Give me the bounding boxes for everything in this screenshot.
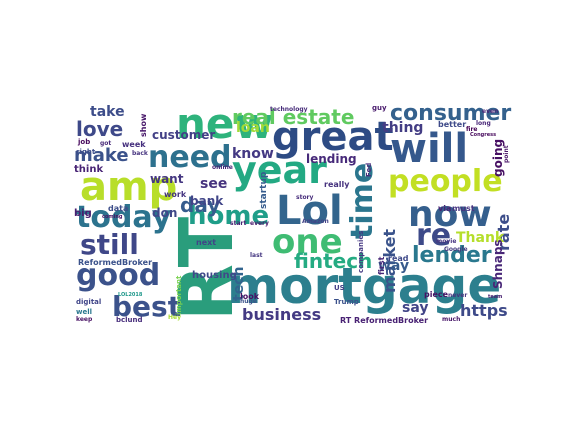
word-fintech: fintech xyxy=(294,249,373,273)
word-last: last xyxy=(250,252,263,259)
word-https: https xyxy=(460,301,508,320)
word-best: best xyxy=(112,290,182,323)
word-amp: amp xyxy=(80,164,178,210)
word-guy: guy xyxy=(372,104,387,112)
word-even: even xyxy=(482,108,499,115)
word-rt-reformedbroker: RT ReformedBroker xyxy=(340,316,429,325)
word-important: important xyxy=(175,275,183,315)
word-first: first xyxy=(377,256,386,275)
word-re: re xyxy=(416,218,452,253)
word-next: next xyxy=(196,238,217,247)
word-hey: Hey xyxy=(168,314,182,321)
word-people: people xyxy=(388,164,503,199)
word-must: must xyxy=(452,204,475,213)
word-lender: lender xyxy=(412,243,492,268)
word-keep: keep xyxy=(76,316,93,323)
word-read: read xyxy=(388,254,409,263)
word-business: business xyxy=(242,305,322,324)
word-say: say xyxy=(402,300,429,316)
word-today: today xyxy=(76,200,172,235)
word-job: job xyxy=(78,138,91,146)
word-fed: Fed xyxy=(365,162,373,177)
word-point: point xyxy=(503,145,510,163)
word-housing: housing xyxy=(192,270,237,281)
word-us: US xyxy=(334,284,345,292)
word-lol2018: LOL2018 xyxy=(118,292,143,298)
word-don: don xyxy=(152,206,178,220)
word-start: start xyxy=(230,220,247,227)
word-back: back xyxy=(132,150,148,157)
word-see: see xyxy=(200,176,228,192)
word-work: work xyxy=(164,190,187,199)
word-coming: coming xyxy=(102,214,123,220)
word-really: really xyxy=(324,180,350,189)
word-fire: fire xyxy=(466,126,478,133)
word-love: love xyxy=(76,117,124,141)
word-real-estate: real estate xyxy=(232,105,355,129)
word-know: know xyxy=(232,146,274,162)
word-team: team xyxy=(488,294,503,300)
word-good: good xyxy=(76,258,161,293)
word-loan: loan xyxy=(236,120,270,136)
word-lol: Lol xyxy=(276,188,343,234)
word-big: big xyxy=(74,208,92,219)
word-home: home xyxy=(188,201,270,231)
word-reformedbroker: ReformedBroker xyxy=(78,258,153,267)
word-much: much xyxy=(442,316,461,323)
word-every: every xyxy=(250,220,269,227)
word-well: well xyxy=(76,308,93,316)
word-will: will xyxy=(390,126,469,172)
word-show: show xyxy=(139,113,148,137)
word-via: via xyxy=(438,204,452,213)
word-right: right xyxy=(76,148,96,156)
word-got: got xyxy=(100,140,112,147)
word-year: year xyxy=(232,148,327,192)
word-cloud: RT mortgage amp great new will Lol year … xyxy=(72,103,516,325)
word-startup: startup xyxy=(259,171,269,209)
word-trump: Trump xyxy=(334,298,359,306)
word-digital: digital xyxy=(76,298,102,306)
word-lending: lending xyxy=(306,152,357,166)
word-time: time xyxy=(345,162,380,239)
word-one: one xyxy=(272,222,343,262)
word-piece: piece xyxy=(424,290,449,299)
word-google: Google xyxy=(444,246,468,253)
word-look: look xyxy=(240,292,260,301)
word-story: story xyxy=(296,194,314,201)
word-data: data xyxy=(108,204,129,213)
word-thing: thing xyxy=(382,120,424,136)
word-need: need xyxy=(148,140,232,175)
word-now: now xyxy=(408,194,492,235)
word-make: make xyxy=(74,145,129,166)
word-customer: customer xyxy=(152,128,216,142)
word-never: never xyxy=(448,292,468,299)
word-amazon: Amazon xyxy=(302,218,329,225)
word-way: way xyxy=(378,258,410,274)
word-shnaps: Shnaps xyxy=(491,239,505,289)
word-consumer: consumer xyxy=(390,103,512,126)
word-companies: companies xyxy=(357,230,365,273)
word-want: want xyxy=(150,172,184,186)
word-bclund: bclund xyxy=(116,316,143,324)
word-day: day xyxy=(180,193,221,217)
word-long: long xyxy=(476,120,491,127)
word-huge: huge xyxy=(240,298,257,305)
word-week: week xyxy=(122,140,146,149)
word-bank: bank xyxy=(190,194,224,208)
word-new: new xyxy=(176,103,274,148)
word-better: better xyxy=(438,120,467,129)
word-mortgage: mortgage xyxy=(227,257,502,315)
word-congress: Congress xyxy=(470,132,497,138)
word-online: online xyxy=(212,164,233,171)
word-still: still xyxy=(80,228,139,261)
word-think: think xyxy=(74,164,104,175)
word-take: take xyxy=(90,104,125,120)
word-technology: technology xyxy=(270,106,308,113)
word-movie: movie xyxy=(436,238,457,245)
word-thank: Thank xyxy=(456,230,505,246)
word-great: great xyxy=(272,114,394,160)
